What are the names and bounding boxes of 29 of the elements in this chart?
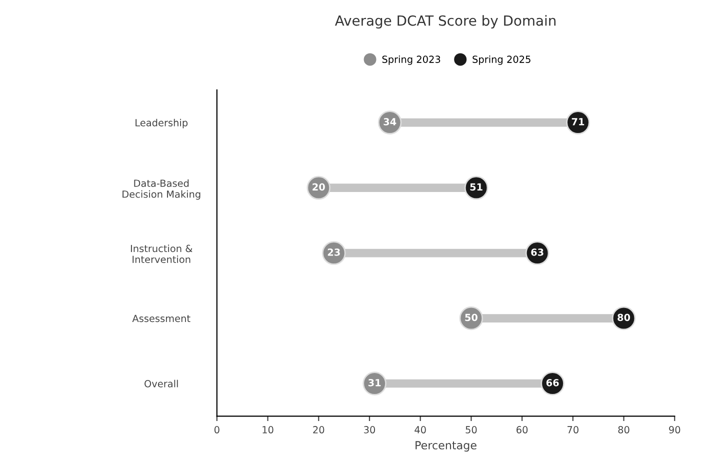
data-label: 23 — [328, 248, 340, 256]
x-tick-label: 90 — [669, 426, 680, 434]
x-tick-label: 0 — [214, 426, 220, 434]
data-label: 66 — [546, 378, 559, 386]
y-tick-label: Instruction & Intervention — [130, 244, 192, 264]
x-tick-label: 50 — [466, 426, 477, 434]
legend-label: Spring 2023 — [382, 55, 440, 65]
data-label: 51 — [470, 183, 482, 191]
data-label: 71 — [572, 118, 584, 126]
data-label: 63 — [531, 248, 544, 256]
x-tick-label: 60 — [516, 426, 528, 434]
y-tick-label: Data-Based Decision Making — [122, 179, 200, 200]
y-tick-label: Leadership — [136, 118, 188, 128]
data-label: 80 — [618, 314, 630, 322]
chart-title: Average DCAT Score by Domain — [334, 15, 556, 29]
data-label: 34 — [384, 118, 396, 126]
x-tick-label: 40 — [414, 426, 426, 434]
data-label: 50 — [465, 314, 478, 322]
x-tick-label: 30 — [364, 426, 376, 434]
x-axis-title: Percentage — [416, 441, 476, 452]
y-tick-label: Overall — [144, 380, 178, 388]
legend-label: Spring 2025 — [472, 55, 530, 65]
data-label: 20 — [312, 183, 325, 191]
x-tick-label: 80 — [618, 426, 630, 434]
y-tick-label: Assessment — [132, 314, 190, 322]
x-tick-label: 20 — [313, 426, 324, 434]
x-tick-label: 70 — [568, 426, 578, 434]
data-label: 31 — [368, 378, 381, 386]
x-tick-label: 10 — [262, 426, 274, 434]
